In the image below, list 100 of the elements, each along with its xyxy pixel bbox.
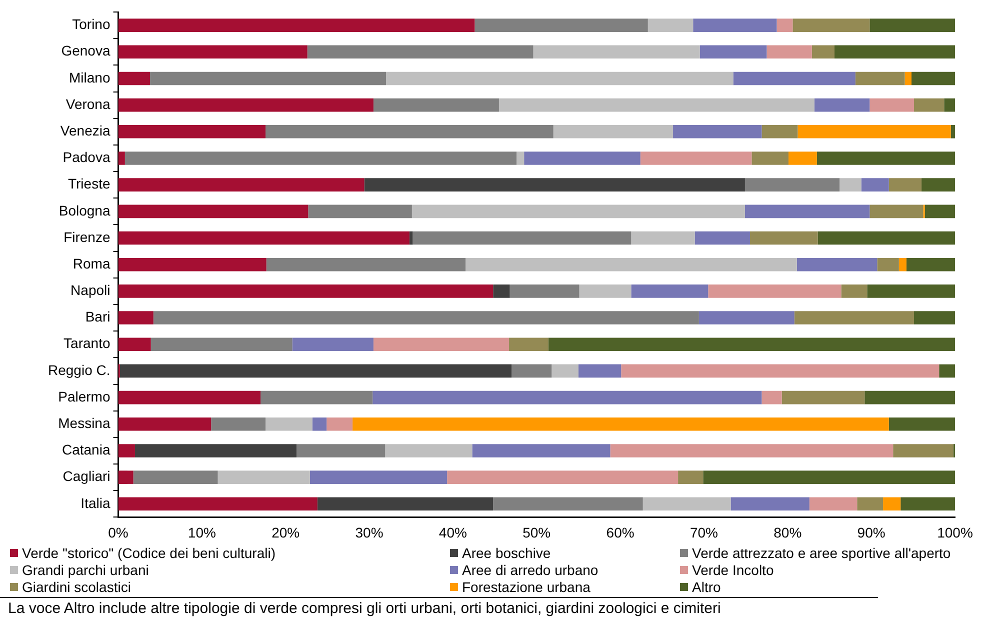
y-tick-label: Milano xyxy=(69,69,110,86)
bar xyxy=(118,390,260,404)
bar xyxy=(898,258,906,272)
bar xyxy=(412,231,632,245)
bar xyxy=(118,284,494,298)
bar xyxy=(386,72,734,86)
bar xyxy=(150,338,292,352)
y-tick-label: Verona xyxy=(66,96,110,112)
legend-label: Forestazione urbana xyxy=(462,579,590,595)
bar xyxy=(861,178,889,192)
bar xyxy=(816,152,955,165)
bar xyxy=(750,231,818,245)
bar xyxy=(762,125,798,138)
bar xyxy=(579,284,632,298)
y-tick-label: Catania xyxy=(62,442,110,458)
bar xyxy=(640,152,752,165)
y-tick-label: Taranto xyxy=(64,335,110,352)
bar xyxy=(673,125,762,138)
bar xyxy=(888,178,922,192)
bar xyxy=(553,125,674,138)
bar xyxy=(296,444,386,458)
bar xyxy=(153,311,699,324)
bar xyxy=(512,364,552,378)
bar xyxy=(914,311,955,324)
bar xyxy=(944,98,955,112)
bar xyxy=(893,444,954,458)
y-tick-label: Messina xyxy=(58,414,110,431)
bar xyxy=(118,125,266,138)
bar xyxy=(678,470,704,484)
bar xyxy=(409,231,413,245)
bar xyxy=(883,497,901,511)
bar xyxy=(857,497,884,511)
text: La voce Altro include altre tipologie di verde compresi gli orti urbani, orti botanici, giardini zoologici e cimiteri xyxy=(8,600,722,617)
x-tick-label: 40% xyxy=(438,524,467,540)
bar xyxy=(118,444,135,458)
bar xyxy=(744,178,840,192)
bar xyxy=(700,45,767,59)
bar xyxy=(733,72,856,86)
x-tick-label: 10% xyxy=(188,524,216,540)
bar xyxy=(118,72,150,86)
bar xyxy=(266,125,554,138)
y-tick-label: Padova xyxy=(62,149,110,166)
bar xyxy=(703,470,955,484)
bar xyxy=(648,18,694,32)
bar xyxy=(498,98,814,112)
bar xyxy=(510,284,580,298)
bar xyxy=(211,417,266,431)
bar xyxy=(307,45,534,59)
bar xyxy=(493,284,510,298)
bar xyxy=(818,231,955,245)
bar xyxy=(939,364,955,378)
bar xyxy=(578,364,622,378)
x-tick-label: 0% xyxy=(108,524,128,540)
bar xyxy=(118,470,134,484)
x-tick-label: 20% xyxy=(272,524,300,540)
bar xyxy=(124,152,517,165)
y-tick-label: Italia xyxy=(80,494,110,511)
bar xyxy=(766,45,812,59)
bar xyxy=(855,72,905,86)
bar xyxy=(118,45,308,59)
bar xyxy=(266,417,312,431)
bar xyxy=(552,364,578,378)
bar xyxy=(834,45,955,59)
bar xyxy=(914,98,944,112)
bar xyxy=(782,390,865,404)
bar xyxy=(326,417,353,431)
bar xyxy=(841,284,868,298)
legend-label: Grandi parchi urbani xyxy=(22,562,149,578)
bar xyxy=(260,390,373,404)
y-tick-label: Venezia xyxy=(60,122,110,139)
bar xyxy=(312,417,327,431)
bar xyxy=(118,18,475,32)
bar xyxy=(412,204,745,218)
bar xyxy=(118,258,266,272)
bar xyxy=(642,497,731,511)
bar xyxy=(694,231,750,245)
bar xyxy=(118,178,364,192)
bar xyxy=(870,98,914,112)
bar xyxy=(730,497,810,511)
bar xyxy=(118,98,374,112)
bar xyxy=(621,364,940,378)
bar xyxy=(385,444,472,458)
x-tick-label: 50% xyxy=(522,524,551,540)
bar xyxy=(877,258,899,272)
bar xyxy=(134,444,296,458)
bar xyxy=(372,390,762,404)
bar xyxy=(524,152,640,165)
y-tick-label: Firenze xyxy=(64,228,110,245)
bar xyxy=(118,497,318,511)
bar xyxy=(447,470,678,484)
legend-label: Giardini scolastici xyxy=(22,579,131,595)
bar xyxy=(924,204,955,218)
bar xyxy=(472,444,610,458)
legend-label: Altro xyxy=(692,579,721,595)
bar xyxy=(118,338,151,352)
bar xyxy=(118,231,410,245)
bar xyxy=(352,417,889,431)
bar xyxy=(118,311,154,324)
bar xyxy=(864,390,955,404)
bar xyxy=(631,284,708,298)
